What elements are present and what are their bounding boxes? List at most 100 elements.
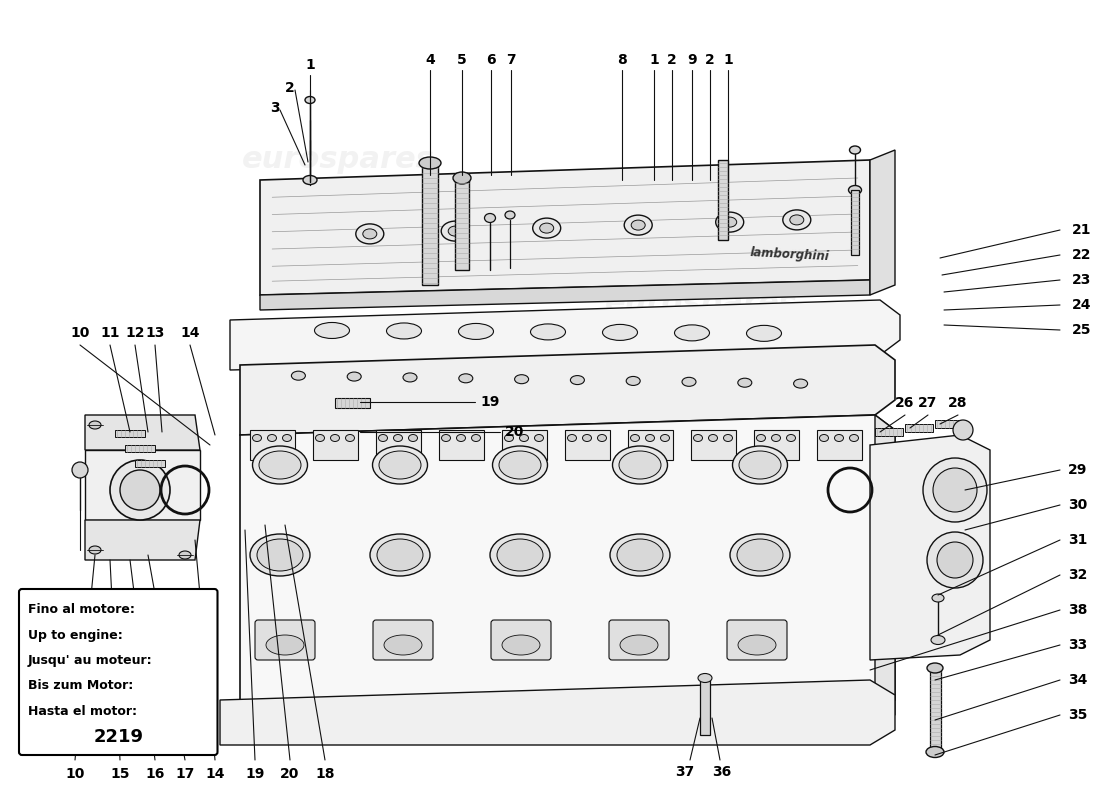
Bar — [935, 420, 962, 428]
FancyBboxPatch shape — [19, 589, 218, 755]
Text: lamborghini: lamborghini — [750, 246, 830, 263]
Text: 12: 12 — [125, 326, 145, 340]
Ellipse shape — [723, 217, 737, 227]
Bar — [502, 430, 547, 460]
Bar — [135, 460, 165, 467]
Polygon shape — [220, 680, 895, 745]
Ellipse shape — [698, 674, 712, 682]
FancyBboxPatch shape — [727, 620, 786, 660]
Text: Fino al motore:: Fino al motore: — [28, 603, 135, 616]
Ellipse shape — [459, 323, 494, 339]
Ellipse shape — [708, 434, 717, 442]
Ellipse shape — [316, 434, 324, 442]
Ellipse shape — [738, 378, 751, 387]
Ellipse shape — [519, 434, 528, 442]
Text: 19: 19 — [480, 395, 499, 409]
Text: 4: 4 — [425, 53, 435, 67]
Circle shape — [933, 468, 977, 512]
Text: 9: 9 — [688, 53, 696, 67]
Text: 23: 23 — [1072, 273, 1091, 287]
Ellipse shape — [330, 434, 340, 442]
Polygon shape — [870, 435, 990, 660]
Ellipse shape — [348, 372, 361, 381]
Text: 37: 37 — [675, 765, 694, 779]
Ellipse shape — [771, 434, 781, 442]
Ellipse shape — [493, 446, 548, 484]
Ellipse shape — [693, 434, 703, 442]
Circle shape — [953, 420, 974, 440]
Ellipse shape — [931, 635, 945, 645]
Bar — [314, 430, 358, 460]
Text: 27: 27 — [918, 396, 937, 410]
Ellipse shape — [502, 635, 540, 655]
Ellipse shape — [355, 224, 384, 244]
Text: 2: 2 — [667, 53, 676, 67]
Text: 34: 34 — [1068, 673, 1088, 687]
Text: 33: 33 — [1068, 638, 1087, 652]
Ellipse shape — [257, 539, 303, 571]
Text: 6: 6 — [486, 53, 496, 67]
Ellipse shape — [620, 635, 658, 655]
Bar — [376, 430, 421, 460]
Text: 11: 11 — [100, 326, 120, 340]
Ellipse shape — [617, 539, 663, 571]
Ellipse shape — [89, 421, 101, 429]
Ellipse shape — [89, 546, 101, 554]
Text: 3: 3 — [271, 101, 279, 115]
Ellipse shape — [394, 434, 403, 442]
Ellipse shape — [631, 220, 646, 230]
Ellipse shape — [793, 379, 807, 388]
Text: 35: 35 — [1068, 708, 1088, 722]
Ellipse shape — [386, 323, 421, 339]
Text: 2219: 2219 — [94, 728, 143, 746]
Bar — [116, 430, 145, 437]
Ellipse shape — [730, 534, 790, 576]
FancyBboxPatch shape — [373, 620, 433, 660]
Ellipse shape — [505, 434, 514, 442]
Ellipse shape — [378, 434, 387, 442]
Polygon shape — [874, 415, 895, 715]
Bar — [718, 160, 728, 240]
Ellipse shape — [283, 434, 292, 442]
Bar — [700, 680, 710, 735]
Ellipse shape — [250, 534, 310, 576]
Text: eurospares: eurospares — [242, 146, 434, 174]
FancyBboxPatch shape — [609, 620, 669, 660]
Ellipse shape — [532, 218, 561, 238]
Ellipse shape — [540, 223, 553, 233]
Ellipse shape — [267, 434, 276, 442]
Ellipse shape — [848, 186, 861, 194]
FancyBboxPatch shape — [255, 620, 315, 660]
Polygon shape — [230, 300, 900, 370]
Bar — [930, 670, 940, 750]
Ellipse shape — [739, 451, 781, 479]
Ellipse shape — [456, 434, 465, 442]
Ellipse shape — [603, 325, 638, 341]
Text: 14: 14 — [180, 326, 200, 340]
Ellipse shape — [757, 434, 766, 442]
Text: 26: 26 — [895, 396, 915, 410]
Ellipse shape — [783, 210, 811, 230]
Bar — [455, 180, 469, 270]
Ellipse shape — [266, 635, 304, 655]
Ellipse shape — [849, 434, 858, 442]
Polygon shape — [870, 150, 895, 295]
Text: 19: 19 — [245, 767, 265, 781]
Bar — [565, 430, 610, 460]
Circle shape — [120, 470, 160, 510]
Circle shape — [923, 458, 987, 522]
Text: 17: 17 — [175, 767, 195, 781]
Text: 14: 14 — [206, 767, 224, 781]
Text: 2: 2 — [285, 81, 295, 95]
Ellipse shape — [571, 375, 584, 385]
Ellipse shape — [441, 434, 451, 442]
Ellipse shape — [453, 172, 471, 184]
Ellipse shape — [747, 326, 781, 342]
Ellipse shape — [441, 221, 470, 241]
Ellipse shape — [253, 434, 262, 442]
Ellipse shape — [737, 539, 783, 571]
Ellipse shape — [505, 211, 515, 219]
Text: 5: 5 — [458, 53, 466, 67]
Polygon shape — [85, 450, 200, 520]
Text: 31: 31 — [1068, 533, 1088, 547]
